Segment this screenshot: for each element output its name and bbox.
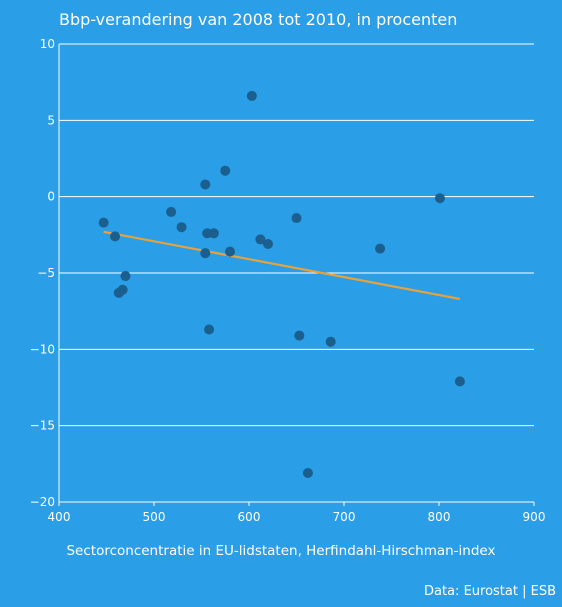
trendline-layer (103, 230, 461, 301)
data-point (375, 243, 386, 254)
points-layer (98, 90, 465, 478)
data-point (120, 271, 131, 282)
data-point (302, 467, 313, 478)
data-point (291, 213, 302, 224)
data-point (117, 284, 128, 295)
y-tick-label: −5 (37, 266, 55, 280)
data-point (294, 330, 305, 341)
data-point (255, 234, 266, 245)
data-point (208, 228, 219, 239)
data-point (220, 165, 231, 176)
grid-layer (58, 43, 534, 503)
data-point (204, 324, 215, 335)
y-tick-label: −20 (30, 495, 55, 509)
x-tick-label: 500 (143, 510, 166, 524)
x-tick-label: 900 (523, 510, 546, 524)
data-point (325, 336, 336, 347)
trendline (103, 230, 461, 301)
x-tick-label: 800 (428, 510, 451, 524)
chart-title: Bbp-verandering van 2008 tot 2010, in pr… (59, 10, 458, 29)
data-point (166, 206, 177, 217)
data-point (246, 90, 257, 101)
y-axis-ticks: 10 5 0 −5 −10 −15 −20 (30, 37, 55, 509)
data-point (98, 217, 109, 228)
y-tick-label: 0 (47, 190, 55, 204)
data-point (176, 222, 187, 233)
x-axis-ticks: 400 500 600 700 800 900 (48, 502, 546, 524)
y-tick-label: −15 (30, 419, 55, 433)
x-tick-label: 600 (238, 510, 261, 524)
source-credit: Data: Eurostat | ESB (424, 584, 556, 599)
x-tick-label: 700 (333, 510, 356, 524)
data-point (225, 246, 235, 257)
data-point (263, 238, 273, 249)
data-point (110, 231, 121, 242)
y-tick-label: −10 (30, 342, 55, 356)
data-point (200, 179, 211, 190)
x-axis-label: Sectorconcentratie in EU-lidstaten, Herf… (66, 543, 496, 559)
data-point (434, 193, 445, 204)
x-tick-label: 400 (48, 510, 71, 524)
y-tick-label: 10 (40, 37, 55, 51)
y-tick-label: 5 (47, 113, 55, 127)
data-point (200, 248, 211, 259)
data-point (454, 376, 465, 387)
